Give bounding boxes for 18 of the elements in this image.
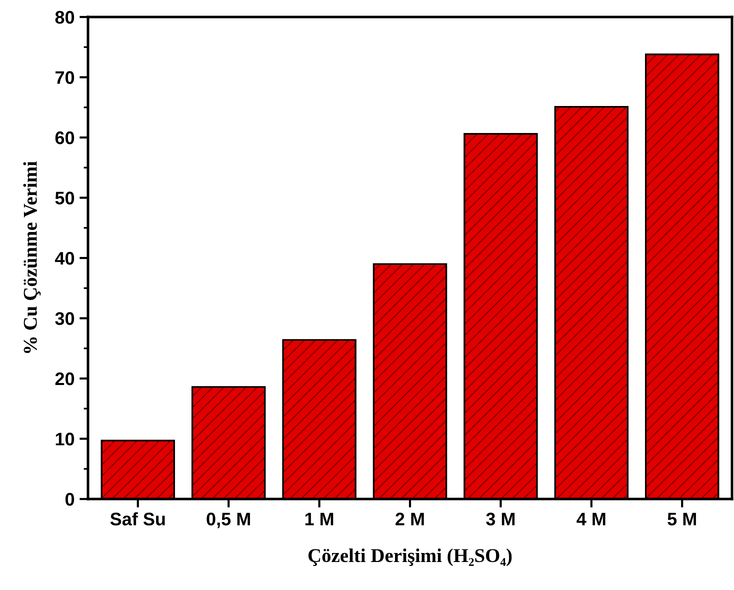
y-tick-label: 20	[55, 372, 74, 386]
x-tick-label: 2 M	[396, 512, 424, 526]
y-tick-label: 0	[65, 492, 74, 506]
x-tick-label: 0,5 M	[206, 512, 250, 528]
x-tick-label: Saf Su	[110, 512, 165, 526]
y-tick-label: 10	[56, 432, 74, 446]
x-tick-label: 3 M	[486, 512, 515, 526]
y-tick-label: 60	[55, 131, 74, 144]
y-tick-label: 70	[56, 71, 74, 84]
y-tick-label: 80	[55, 10, 74, 24]
x-tick-label: 5 M	[668, 512, 696, 526]
x-tick-label: 4 M	[576, 512, 606, 526]
y-tick-label: 50	[55, 192, 74, 204]
y-tick-label: 40	[55, 252, 74, 265]
y-axis-title: % Cu Çözünme Verimi	[23, 161, 41, 353]
x-axis-title: Çözelti Derişimi (H₂SO₄)	[308, 548, 512, 566]
y-tick-label: 30	[55, 312, 74, 325]
x-tick-label: 1 M	[305, 512, 334, 526]
